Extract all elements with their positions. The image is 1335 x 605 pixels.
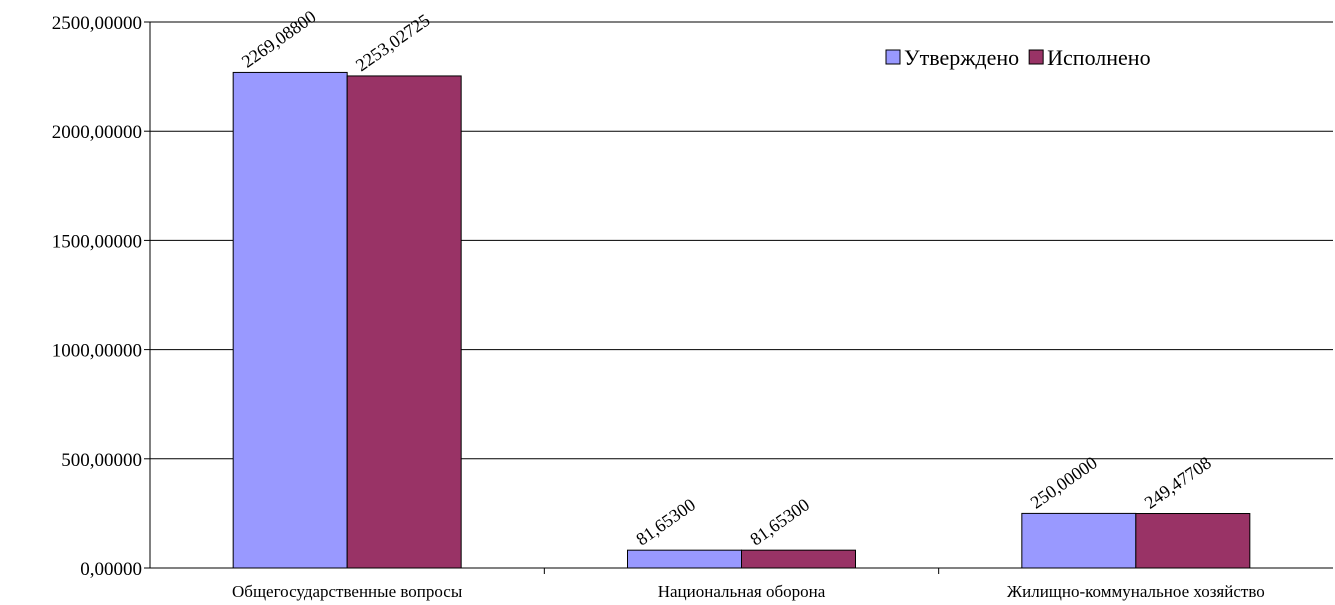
data-label: 249,47708 [1141, 453, 1215, 513]
bar [1135, 513, 1251, 569]
bar [232, 71, 348, 569]
y-tick-label: 1000,00000 [52, 341, 142, 362]
data-label: 81,65300 [746, 494, 813, 549]
legend-label: Исполнено [1047, 45, 1150, 70]
legend-swatch [885, 49, 901, 65]
bar [741, 549, 856, 569]
bar [346, 75, 462, 569]
x-tick-label: Жилищно-коммунальное хозяйство [1007, 582, 1265, 601]
data-label: 250,00000 [1027, 452, 1101, 512]
y-tick-label: 2000,00000 [52, 122, 142, 143]
legend: Утверждено Исполнено [885, 45, 1151, 70]
y-tick-label: 0,00000 [80, 559, 142, 580]
x-tick-labels: Общегосударственные вопросы Национальная … [232, 582, 1265, 601]
legend-label: Утверждено [904, 45, 1019, 70]
data-label: 81,65300 [632, 494, 699, 549]
data-label: 2269,08800 [238, 6, 320, 71]
x-tick-label: Национальная оборона [658, 582, 826, 601]
y-tick-label: 500,00000 [61, 450, 142, 471]
bar [627, 549, 742, 569]
bars [232, 71, 1251, 569]
y-tick-label: 2500,00000 [52, 13, 142, 34]
y-tick-label: 1500,00000 [52, 231, 142, 252]
legend-swatch [1028, 49, 1044, 65]
x-tick-label: Общегосударственные вопросы [232, 582, 463, 601]
bar [1021, 512, 1137, 569]
axes [144, 21, 1333, 574]
y-tick-labels: 0,00000 500,00000 1000,00000 1500,00000 2000… [52, 13, 142, 580]
data-label: 2253,02725 [352, 10, 434, 75]
